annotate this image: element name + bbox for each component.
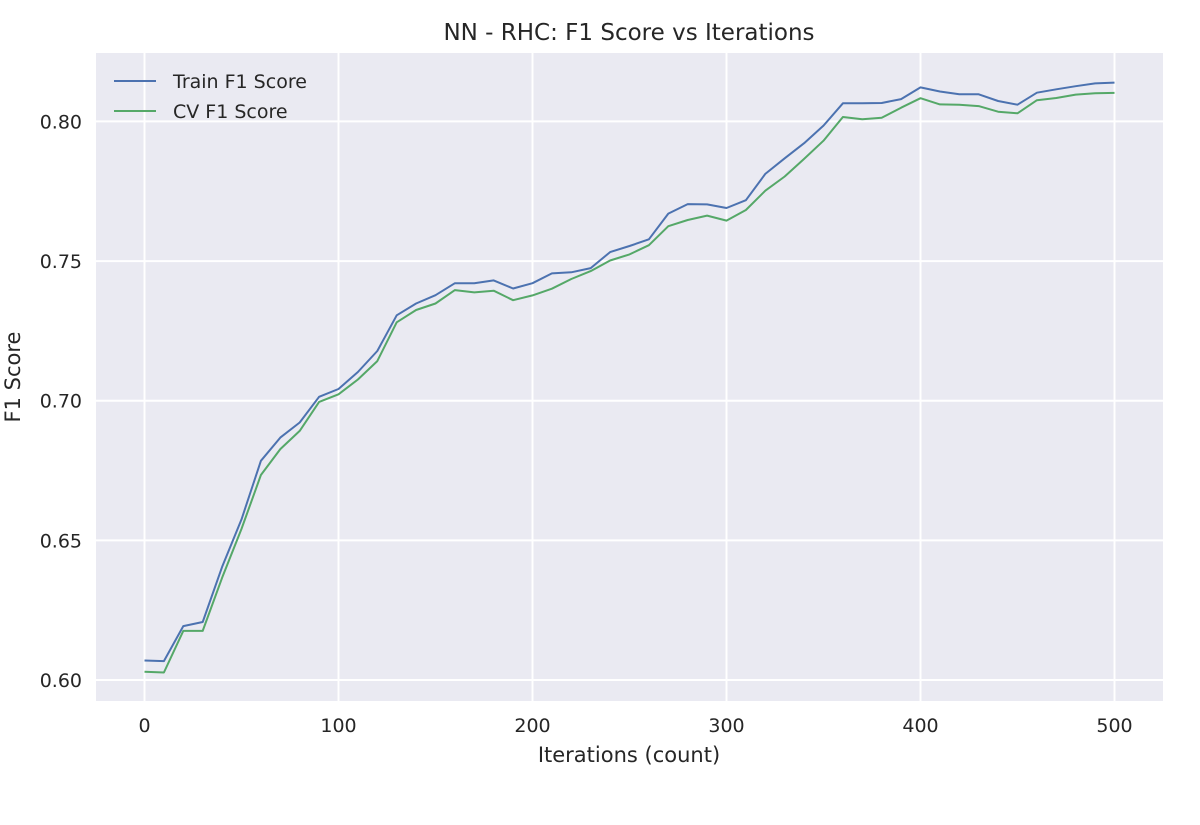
legend-label: Train F1 Score — [172, 71, 307, 93]
y-tick-label: 0.80 — [40, 111, 82, 133]
y-axis-label: F1 Score — [1, 332, 25, 423]
x-tick-label: 0 — [138, 715, 150, 737]
x-tick-label: 500 — [1096, 715, 1132, 737]
x-axis-ticks: 0 100 200 300 400 500 — [138, 715, 1132, 737]
x-tick-label: 400 — [902, 715, 938, 737]
y-tick-label: 0.70 — [40, 391, 82, 413]
series-line-cv — [144, 91, 1115, 674]
plot-background — [96, 53, 1163, 701]
x-tick-label: 300 — [708, 715, 744, 737]
legend-label: CV F1 Score — [173, 101, 288, 123]
series-lines — [144, 81, 1115, 674]
y-axis-ticks: 0.60 0.65 0.70 0.75 0.80 — [40, 111, 82, 692]
legend: Train F1 Score CV F1 Score — [114, 71, 307, 123]
y-tick-label: 0.65 — [40, 530, 82, 552]
y-tick-label: 0.75 — [40, 251, 82, 273]
x-tick-label: 200 — [514, 715, 550, 737]
x-axis-label: Iterations (count) — [538, 743, 720, 767]
chart-title: NN - RHC: F1 Score vs Iterations — [443, 20, 814, 46]
grid-lines — [96, 53, 1163, 701]
y-tick-label: 0.60 — [40, 670, 82, 692]
x-tick-label: 100 — [320, 715, 356, 737]
series-line-train — [144, 81, 1115, 663]
